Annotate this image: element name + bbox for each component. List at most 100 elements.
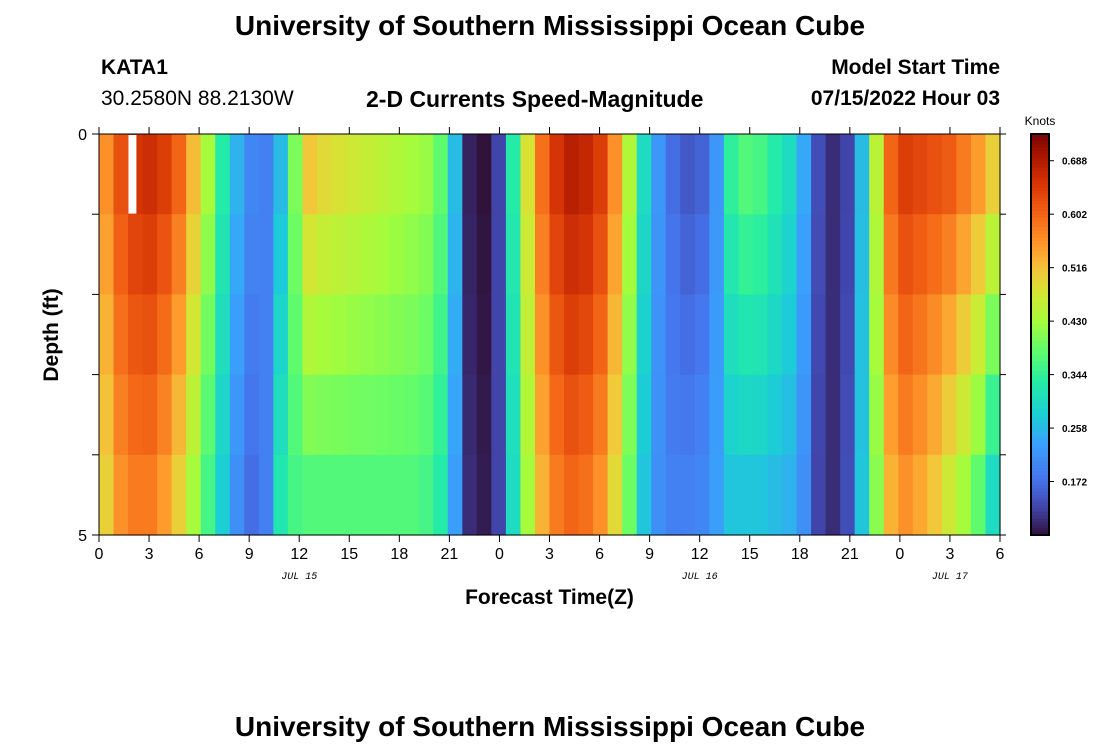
heatmap-cell: [709, 214, 725, 295]
heatmap-cell: [302, 214, 318, 295]
heatmap-cell: [665, 214, 681, 295]
heatmap-cell: [316, 374, 333, 456]
heatmap-cell: [462, 214, 478, 295]
heatmap-cell: [869, 214, 885, 295]
colorbar-segment: [1031, 408, 1049, 412]
colorbar-segment: [1031, 220, 1049, 225]
heatmap-cell: [375, 214, 391, 295]
colorbar-segment: [1031, 461, 1049, 466]
heatmap-cell: [229, 134, 245, 215]
heatmap-cell: [113, 454, 129, 536]
heatmap-cell: [505, 134, 522, 215]
colorbar-segment: [1031, 377, 1049, 382]
heatmap-cell: [99, 134, 115, 215]
heatmap-cell: [985, 454, 1001, 536]
colorbar-segment: [1031, 297, 1049, 302]
colorbar-segment: [1031, 521, 1049, 526]
x-tick-label: 6: [996, 546, 1005, 563]
heatmap-cell: [709, 454, 725, 536]
colorbar-segment: [1031, 488, 1049, 493]
heatmap-cell: [215, 454, 231, 536]
colorbar-segment: [1031, 494, 1049, 499]
heatmap-cell: [825, 374, 841, 456]
heatmap-cell: [927, 294, 943, 376]
heatmap-cell: [273, 214, 289, 295]
heatmap-cell: [287, 214, 304, 295]
heatmap-cell: [898, 294, 914, 376]
colorbar-segment: [1031, 287, 1049, 292]
heatmap-cell: [767, 134, 783, 215]
colorbar-segment: [1031, 334, 1049, 339]
heatmap-cell: [738, 134, 754, 215]
heatmap-cell: [854, 214, 870, 295]
heatmap-cell: [287, 374, 304, 456]
heatmap-cell: [622, 134, 638, 215]
x-tick-label: 15: [741, 546, 759, 563]
heatmap-cell: [622, 294, 638, 376]
heatmap-cell: [636, 134, 652, 215]
heatmap-cell: [941, 134, 957, 215]
model-start-value: 07/15/2022 Hour 03: [810, 87, 1000, 110]
colorbar-segment: [1031, 371, 1049, 376]
heatmap-cell: [346, 294, 362, 376]
heatmap-cell: [389, 214, 405, 295]
heatmap-cell: [636, 454, 652, 536]
heatmap-cell: [142, 134, 158, 215]
y-axis-label: Depth (ft): [40, 288, 63, 381]
heatmap-cell: [549, 294, 565, 376]
colorbar-segment: [1031, 394, 1049, 399]
heatmap-cell: [476, 454, 492, 536]
heatmap-cell: [985, 294, 1001, 376]
heatmap-cell: [811, 214, 827, 295]
colorbar-segment: [1031, 180, 1049, 185]
heatmap-cell: [825, 214, 841, 295]
heatmap-cell: [578, 294, 594, 376]
heatmap-cell: [883, 134, 899, 215]
colorbar-segment: [1031, 331, 1049, 335]
colorbar-frame: [1030, 133, 1050, 536]
heatmap-cell: [534, 454, 551, 536]
heatmap-cell: [316, 294, 333, 376]
heatmap-cell: [970, 134, 987, 215]
colorbar-segment: [1031, 140, 1049, 145]
heatmap-cell: [752, 454, 769, 536]
heatmap-cell: [665, 454, 681, 536]
x-tick-label: 9: [645, 546, 654, 563]
heatmap-cell: [811, 134, 827, 215]
x-tick-label: 6: [595, 546, 604, 563]
station-id: KATA1: [101, 56, 168, 79]
heatmap-cell: [520, 134, 536, 215]
heatmap-cell: [883, 294, 899, 376]
colorbar-segment: [1031, 174, 1049, 178]
heatmap-cell: [752, 374, 769, 456]
heatmap-cell: [694, 374, 710, 456]
colorbar-segment: [1031, 448, 1049, 452]
footer-title: University of Southern Mississippi Ocean…: [234, 711, 866, 742]
heatmap-cell: [534, 134, 551, 215]
y-tick-label: 0: [78, 127, 87, 144]
heatmap-cell: [796, 294, 812, 376]
colorbar-segment: [1031, 424, 1049, 429]
heatmap-cell: [244, 214, 260, 295]
heatmap-cell: [970, 294, 987, 376]
x-tick-label: 0: [495, 546, 504, 563]
colorbar-segment: [1031, 154, 1049, 158]
colorbar-tick-label: 0.516: [1062, 264, 1087, 275]
colorbar-tick-label: 0.602: [1062, 210, 1087, 221]
colorbar-segment: [1031, 164, 1049, 168]
colorbar-segment: [1031, 458, 1049, 462]
colorbar-segment: [1031, 247, 1049, 252]
heatmap-cell: [491, 374, 507, 456]
colorbar-segment: [1031, 321, 1049, 325]
heatmap-cell: [331, 454, 347, 536]
colorbar-segment: [1031, 281, 1049, 285]
heatmap-cell: [99, 374, 115, 456]
heatmap-cell: [680, 214, 696, 295]
heatmap-cell: [113, 134, 129, 215]
colorbar-segment: [1031, 291, 1049, 295]
missing-data-cell: [128, 135, 137, 214]
heatmap-cell: [229, 374, 245, 456]
heatmap-cell: [128, 374, 144, 456]
colorbar-segment: [1031, 531, 1049, 536]
colorbar-segment: [1031, 271, 1049, 275]
